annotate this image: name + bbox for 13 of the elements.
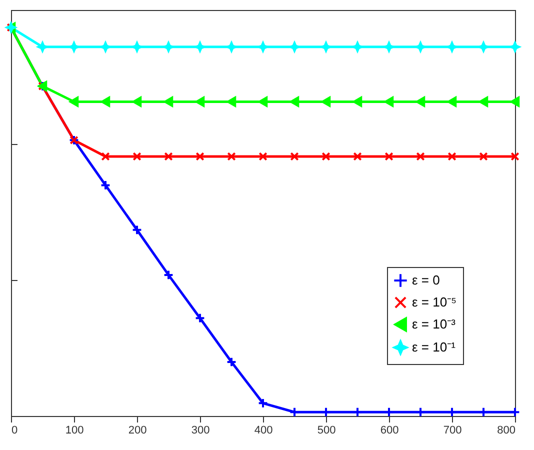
- x-tick-label: 700: [443, 424, 462, 436]
- x-tick-label: 0: [12, 424, 18, 436]
- legend-label: ε = 0: [412, 272, 440, 288]
- x-tick-label: 600: [380, 424, 399, 436]
- x-tick-label: 200: [128, 424, 147, 436]
- legend-label: ε = 10⁻³: [412, 316, 456, 332]
- x-tick-label: 400: [254, 424, 273, 436]
- x-tick-label: 500: [317, 424, 336, 436]
- legend-label: ε = 10⁻¹: [412, 340, 456, 354]
- x-tick-label: 800: [497, 424, 516, 436]
- x-tick-label: 100: [65, 424, 84, 436]
- x-tick-label: 300: [191, 424, 210, 436]
- legend-label: ε = 10⁻⁵: [412, 294, 456, 310]
